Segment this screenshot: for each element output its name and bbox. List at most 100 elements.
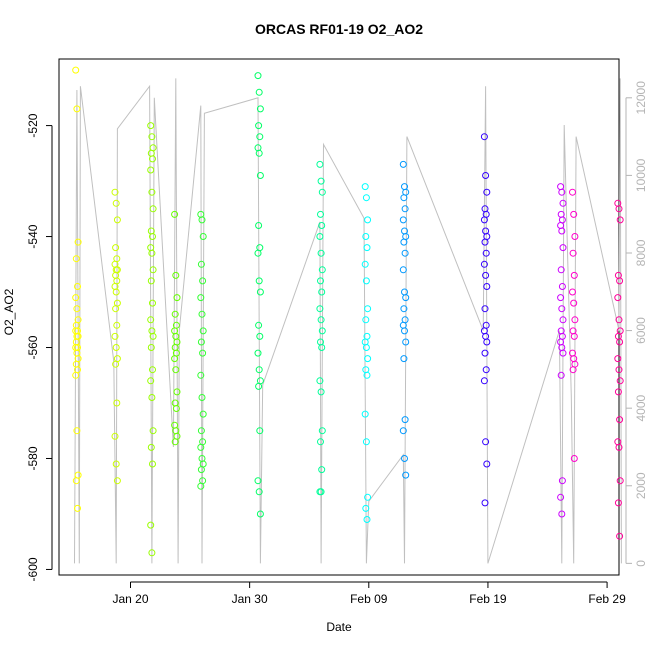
data-point [616,277,624,285]
data-point [361,183,369,191]
data-point [74,283,81,290]
data-point [112,460,120,468]
data-point [149,155,156,163]
series-rf05 [197,210,207,490]
data-point [318,266,326,274]
data-point [482,321,490,329]
data-point [197,338,205,346]
data-point [318,288,326,296]
data-point [72,66,80,74]
data-point [256,377,264,385]
data-point [317,488,325,496]
secondary-y-tick-label: 6000 [634,317,648,344]
x-tick-label: Jan 20 [112,592,148,606]
data-point [255,488,263,496]
data-point [616,216,624,224]
data-point [111,332,119,340]
data-point [254,249,262,257]
data-point [113,321,121,329]
data-point [570,332,578,340]
data-point [614,388,622,396]
data-point [197,371,205,379]
data-point [149,205,157,213]
data-point [569,288,576,296]
data-point [616,416,624,424]
data-point [149,332,157,340]
data-point [571,316,579,324]
data-point [482,249,490,257]
data-point [112,344,120,351]
data-point [400,355,408,363]
data-point [401,416,409,424]
data-point [483,460,491,468]
y-tick-label: -580 [26,446,40,470]
data-point [147,443,155,451]
data-point [362,438,370,446]
data-point [199,349,207,357]
data-point [172,271,180,279]
series-rf12 [569,188,579,462]
data-point [112,244,120,252]
data-point [198,310,206,318]
data-point [173,388,181,396]
data-point [482,271,490,279]
data-point [557,371,565,379]
data-point [570,455,578,462]
data-point [558,332,566,340]
data-point [113,477,121,485]
secondary-y-tick-label: 10000 [634,158,648,192]
data-point [482,172,490,179]
data-point [481,349,489,357]
data-point [362,316,370,324]
data-point [362,366,370,374]
data-point [481,205,489,213]
data-point [197,294,205,302]
data-point [148,327,156,335]
data-point [616,532,624,540]
data-point [254,477,262,485]
data-point [400,305,408,313]
data-point [256,244,264,252]
data-point [362,344,370,351]
data-point [254,72,262,80]
data-point [255,149,263,157]
data-point [255,321,263,329]
data-point [72,294,80,302]
data-point [73,105,81,113]
data-point [557,493,565,501]
data-point [571,233,579,240]
data-point [482,438,490,446]
data-point [256,427,264,435]
data-point [73,427,81,435]
data-point [483,188,491,196]
data-point [401,288,408,296]
data-point [197,482,205,490]
data-point [256,510,264,518]
secondary-y-tick-label: 0 [634,560,648,567]
data-point [615,205,623,213]
data-point [149,266,157,274]
data-point [199,233,207,240]
data-point [364,216,372,224]
series-rf11 [557,183,567,518]
data-point [198,394,206,401]
data-points-layer [72,66,624,557]
series-rf07 [316,160,326,496]
data-point [559,349,567,357]
y-tick-label: -540 [26,224,40,248]
data-point [318,327,326,335]
data-point [481,305,489,313]
data-point [147,122,155,130]
series-rf03 [147,122,157,557]
data-point [558,305,566,313]
data-point [362,194,370,202]
data-point [361,410,369,418]
data-point [199,460,207,468]
data-point [558,227,566,235]
data-point [255,122,263,130]
data-point [149,460,156,468]
data-point [316,377,324,385]
data-point [198,216,206,224]
x-tick-label: Feb 09 [350,592,388,606]
